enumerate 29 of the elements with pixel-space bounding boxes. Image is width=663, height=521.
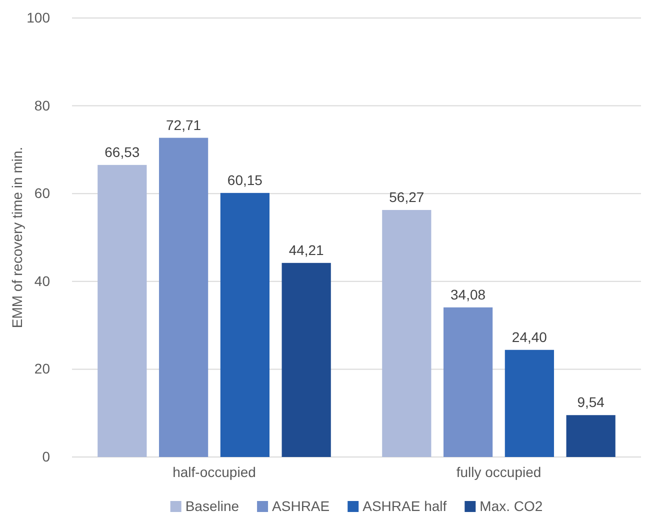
x-tick-label: half-occupied [172,464,256,480]
y-axis-title: EMM of recovery time in min. [9,146,25,328]
bar [282,262,331,457]
bar [382,210,432,457]
bar [566,415,616,457]
data-label: 72,71 [166,116,202,133]
data-label: 56,27 [389,188,424,205]
y-tick-label: 20 [34,360,50,377]
y-tick-label: 0 [42,448,50,464]
x-tick-label: fully occupied [456,464,542,480]
bar [158,138,208,457]
data-label: 24,40 [512,328,548,345]
data-label: 66,53 [104,144,140,160]
y-tick-label: 80 [34,97,50,114]
legend-label: Max. CO2 [480,498,543,514]
bar [98,164,147,457]
data-label: 34,08 [450,286,486,302]
data-label: 9,54 [577,394,605,410]
bar [220,192,270,457]
legend-label: Baseline [185,498,240,514]
y-tick-label: 100 [26,9,50,26]
data-label: 60,15 [227,172,263,188]
y-tick-label: 60 [34,185,50,202]
data-label: 44,21 [288,242,324,258]
y-tick-label: 40 [34,272,50,289]
legend-label: ASHRAE [272,498,330,514]
bar [443,307,493,457]
bar [504,350,554,457]
legend-label: ASHRAE half [362,498,447,514]
